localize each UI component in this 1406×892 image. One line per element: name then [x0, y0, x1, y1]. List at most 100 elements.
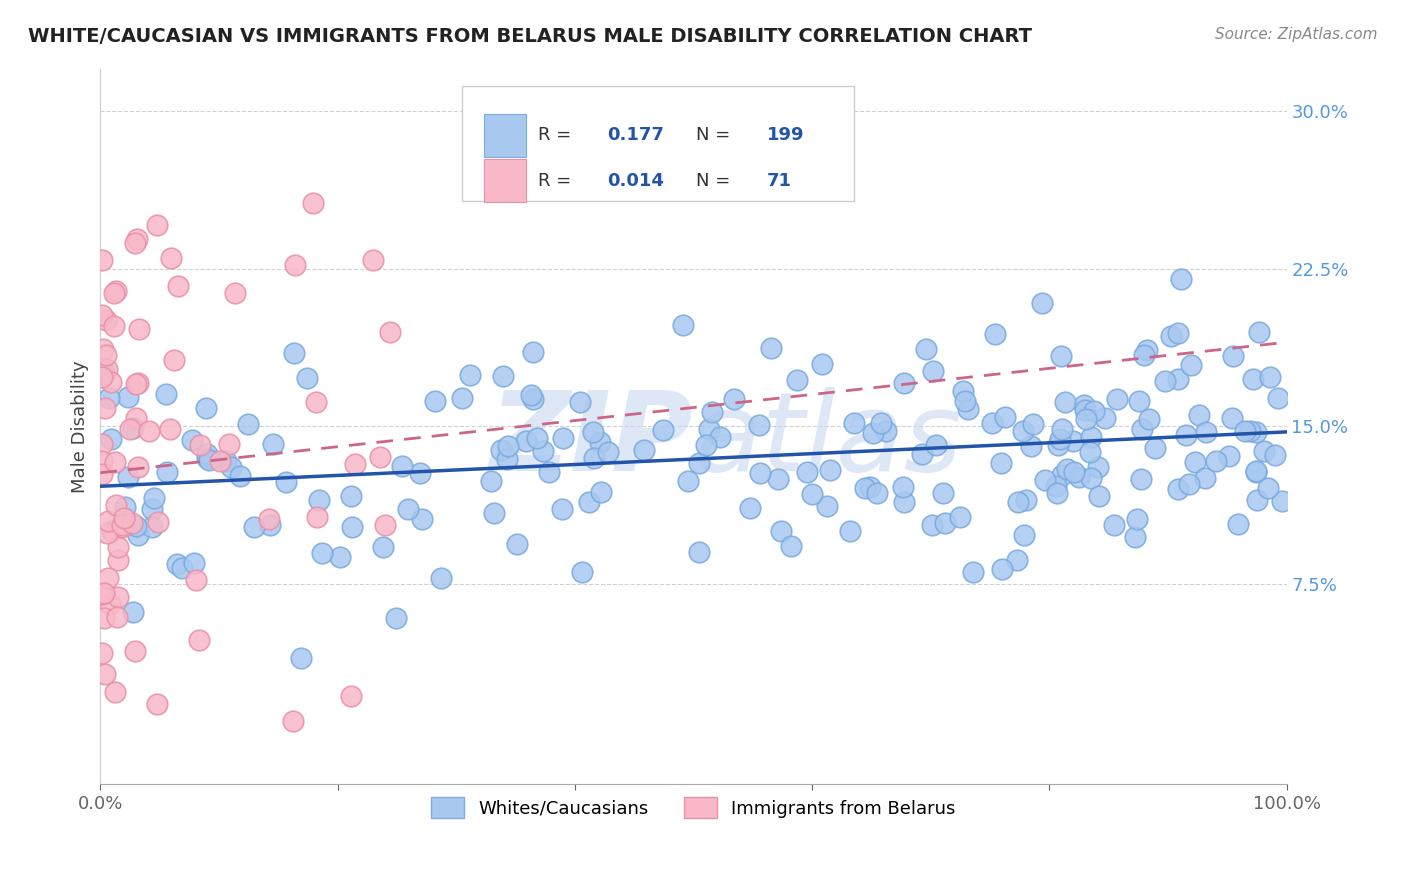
Point	[1011, 424, 1033, 438]
Text: ZIP: ZIP	[489, 387, 693, 494]
Point	[93, 365, 115, 379]
Point	[94, 401, 117, 415]
Point	[112, 510, 135, 524]
Point	[107, 540, 129, 554]
Point	[780, 539, 803, 553]
Point	[981, 416, 1004, 430]
Point	[859, 480, 882, 494]
Point	[759, 341, 782, 355]
Point	[991, 562, 1014, 576]
Point	[853, 481, 876, 495]
Point	[506, 537, 529, 551]
Point	[1253, 444, 1275, 458]
Point	[91, 342, 114, 356]
Point	[96, 362, 118, 376]
Point	[111, 520, 134, 534]
Point	[97, 514, 120, 528]
Point	[498, 439, 520, 453]
Point	[1130, 472, 1153, 486]
Point	[1143, 441, 1166, 455]
Point	[1073, 398, 1095, 412]
Point	[1167, 371, 1189, 385]
Point	[479, 475, 502, 489]
Point	[107, 553, 129, 567]
Point	[1264, 449, 1286, 463]
Point	[1257, 481, 1279, 495]
Point	[482, 506, 505, 520]
Point	[962, 565, 984, 579]
Point	[768, 472, 790, 486]
Point	[862, 426, 884, 441]
Point	[166, 557, 188, 571]
Point	[1205, 454, 1227, 468]
Point	[91, 369, 114, 384]
Point	[283, 714, 305, 729]
Point	[208, 454, 231, 468]
Point	[489, 443, 512, 458]
Point	[551, 502, 574, 516]
Point	[188, 438, 211, 452]
Point	[738, 500, 761, 515]
Text: WHITE/CAUCASIAN VS IMMIGRANTS FROM BELARUS MALE DISABILITY CORRELATION CHART: WHITE/CAUCASIAN VS IMMIGRANTS FROM BELAR…	[28, 27, 1032, 45]
Point	[283, 345, 305, 359]
Point	[368, 450, 391, 464]
Point	[339, 689, 361, 703]
Point	[578, 495, 600, 509]
Point	[1184, 455, 1206, 469]
Point	[361, 253, 384, 268]
Point	[93, 586, 115, 600]
Text: 0.177: 0.177	[607, 127, 664, 145]
Point	[672, 318, 695, 332]
Point	[243, 520, 266, 534]
Point	[1130, 422, 1153, 436]
Point	[290, 651, 312, 665]
Point	[924, 438, 946, 452]
Point	[589, 435, 612, 450]
Point	[531, 444, 554, 458]
Point	[297, 371, 319, 385]
Point	[1137, 412, 1160, 426]
Point	[163, 353, 186, 368]
Point	[1222, 350, 1244, 364]
Point	[1267, 392, 1289, 406]
Point	[709, 430, 731, 444]
Point	[105, 499, 128, 513]
Point	[183, 556, 205, 570]
Point	[96, 526, 118, 541]
Point	[425, 393, 447, 408]
Point	[1234, 425, 1257, 439]
Point	[1174, 428, 1197, 442]
Point	[957, 402, 980, 417]
Point	[1049, 432, 1071, 446]
Point	[103, 285, 125, 300]
Point	[522, 344, 544, 359]
Point	[492, 368, 515, 383]
Point	[596, 444, 619, 458]
Point	[1128, 394, 1150, 409]
Point	[568, 395, 591, 409]
Point	[1080, 430, 1102, 444]
Point	[934, 516, 956, 531]
Point	[94, 313, 117, 327]
Point	[522, 392, 544, 406]
FancyBboxPatch shape	[484, 160, 526, 202]
Point	[932, 485, 955, 500]
Point	[219, 460, 242, 475]
Point	[678, 474, 700, 488]
Point	[915, 342, 938, 356]
Point	[688, 545, 710, 559]
Point	[1218, 449, 1240, 463]
Text: N =: N =	[696, 171, 735, 190]
Point	[121, 605, 143, 619]
Point	[391, 458, 413, 473]
Point	[633, 442, 655, 457]
Point	[184, 573, 207, 587]
Point	[1074, 402, 1097, 417]
Point	[1007, 495, 1029, 509]
Point	[748, 417, 770, 432]
Point	[1102, 518, 1125, 533]
Point	[815, 499, 838, 513]
Point	[702, 405, 724, 419]
Point	[818, 463, 841, 477]
Point	[1246, 492, 1268, 507]
